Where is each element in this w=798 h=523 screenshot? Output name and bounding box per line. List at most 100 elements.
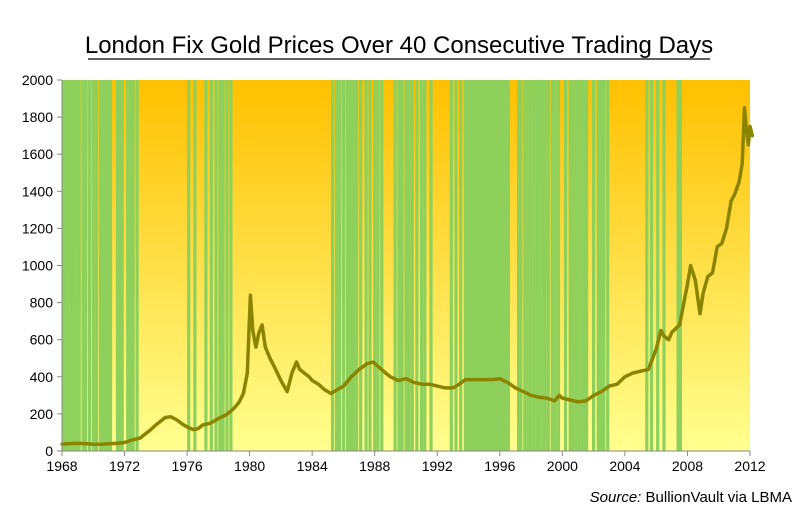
price-point (159, 420, 162, 423)
x-tick-label: 1988 (359, 458, 390, 474)
highlight-bar (606, 80, 610, 451)
price-point (451, 386, 455, 390)
highlight-bar (517, 80, 521, 451)
highlight-bar (469, 80, 473, 451)
highlight-bar (541, 80, 545, 451)
price-point (592, 394, 595, 397)
source-label: Source: (590, 489, 642, 506)
y-tick-label: 1600 (22, 146, 53, 162)
price-point (372, 360, 375, 364)
price-point (298, 368, 301, 371)
price-point (99, 443, 103, 446)
highlight-bar (535, 80, 539, 451)
highlight-bar (410, 80, 414, 451)
price-point (569, 398, 572, 402)
price-point (139, 436, 142, 440)
y-tick-label: 200 (30, 406, 54, 422)
highlight-bar (574, 80, 578, 451)
price-point (237, 401, 240, 404)
price-point (558, 394, 561, 397)
price-point (404, 377, 408, 380)
highlight-bar (225, 80, 229, 451)
price-point (273, 366, 276, 369)
price-point (295, 360, 298, 364)
x-tick-label: 1980 (234, 458, 265, 474)
y-tick-label: 800 (30, 295, 54, 311)
highlight-bar (656, 80, 660, 451)
price-point (329, 392, 333, 395)
highlight-bar (563, 80, 568, 451)
price-point (84, 442, 87, 445)
price-point (689, 264, 692, 267)
highlight-bar (580, 80, 584, 451)
highlight-bar (81, 80, 85, 451)
highlight-bar (218, 80, 222, 451)
highlight-bar (330, 80, 335, 451)
price-point (600, 390, 603, 393)
price-point (701, 292, 705, 295)
price-point (553, 399, 556, 403)
price-point (529, 394, 533, 397)
price-point (483, 378, 486, 381)
highlight-bar (337, 80, 342, 451)
price-point (730, 199, 733, 202)
highlight-bar (103, 80, 107, 451)
price-point (185, 425, 189, 429)
highlight-bar (449, 80, 453, 451)
price-point (458, 383, 461, 386)
price-point (397, 379, 400, 382)
x-tick-label: 2000 (547, 458, 578, 474)
price-point (107, 442, 111, 445)
highlight-bar (420, 80, 424, 451)
price-point (378, 366, 381, 369)
price-point (744, 125, 748, 128)
price-point (249, 294, 252, 297)
price-point (576, 400, 580, 403)
price-point (115, 442, 118, 445)
price-point (201, 423, 204, 427)
highlight-bar (108, 80, 113, 451)
price-point (443, 386, 447, 390)
highlight-bar (187, 80, 191, 451)
price-point (639, 370, 642, 373)
price-point (317, 383, 320, 386)
source-caption: Source: BullionVault via LBMA (590, 489, 792, 506)
highlight-bar (662, 80, 666, 451)
highlight-bar (341, 80, 346, 451)
x-tick-label: 1972 (109, 458, 140, 474)
highlight-bar (214, 80, 218, 451)
y-tick-label: 0 (45, 443, 53, 459)
price-point (174, 418, 178, 421)
price-point (514, 386, 517, 390)
price-point (232, 407, 236, 410)
x-tick-label: 1984 (297, 458, 328, 474)
price-point (670, 331, 673, 334)
highlight-bar (348, 80, 353, 451)
highlight-bar (373, 80, 377, 451)
highlight-bar (497, 80, 501, 451)
highlight-bar (229, 80, 233, 451)
highlight-bar (649, 80, 654, 451)
highlight-bar (526, 80, 530, 451)
price-point (615, 383, 619, 386)
price-point (217, 417, 220, 420)
highlight-bar (380, 80, 384, 451)
y-tick-label: 1800 (22, 109, 53, 125)
price-point (311, 379, 314, 382)
highlight-bar (519, 80, 523, 451)
highlight-bar (66, 80, 70, 451)
highlight-bar (74, 80, 78, 451)
highlight-bar (585, 80, 589, 451)
price-point (537, 396, 541, 399)
price-point (181, 422, 184, 426)
price-point (748, 125, 752, 128)
highlight-bar (543, 80, 547, 451)
highlight-bar (483, 80, 487, 451)
price-point (475, 378, 478, 381)
price-point (545, 396, 548, 400)
price-point (131, 438, 134, 442)
highlight-bar (135, 80, 139, 451)
highlight-bar (407, 80, 411, 451)
